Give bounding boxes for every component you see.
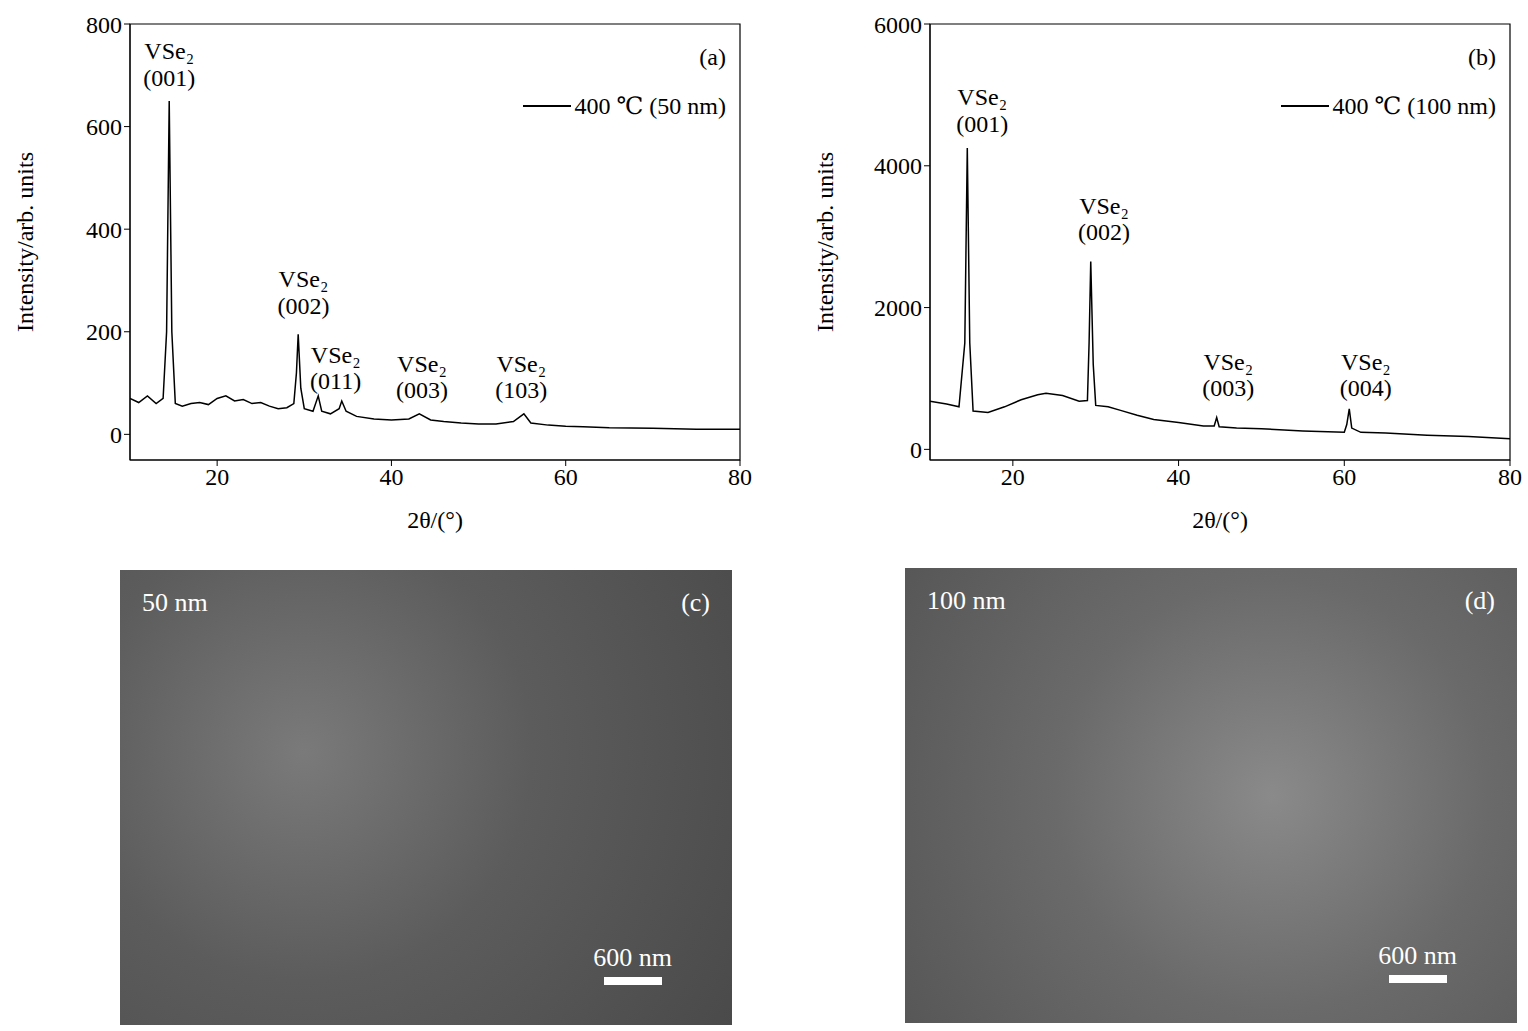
- svg-text:VSe₂(003): VSe₂(003): [1202, 349, 1254, 401]
- svg-text:60: 60: [1332, 464, 1356, 490]
- svg-text:VSe₂(002): VSe₂(002): [1078, 193, 1130, 245]
- html-text:600 nm: 600 nm: [1378, 941, 1457, 970]
- svg-text:VSe₂(003): VSe₂(003): [396, 351, 448, 403]
- svg-text:Intensity/arb. units: Intensity/arb. units: [812, 152, 838, 332]
- svg-text:2000: 2000: [874, 295, 922, 321]
- svg-text:VSe₂(011): VSe₂(011): [310, 342, 361, 394]
- svg-text:40: 40: [379, 464, 403, 490]
- html-text:400 ℃ (100 nm): 400 ℃ (100 nm): [1332, 93, 1496, 119]
- svg-text:60: 60: [554, 464, 578, 490]
- svg-text:4000: 4000: [874, 153, 922, 179]
- svg-text:80: 80: [1498, 464, 1522, 490]
- svg-text:VSe₂(103): VSe₂(103): [495, 351, 547, 403]
- svg-text:VSe₂(002): VSe₂(002): [277, 266, 329, 318]
- svg-text:800: 800: [86, 12, 122, 38]
- svg-text:VSe₂(001): VSe₂(001): [143, 38, 195, 90]
- svg-text:VSe₂(001): VSe₂(001): [956, 84, 1008, 136]
- svg-text:VSe₂(004): VSe₂(004): [1340, 349, 1392, 401]
- svg-text:0: 0: [110, 422, 122, 448]
- html-text:(d): (d): [1464, 586, 1495, 615]
- html-text:600 nm: 600 nm: [593, 943, 672, 972]
- svg-text:20: 20: [1001, 464, 1025, 490]
- svg-text:Intensity/arb. units: Intensity/arb. units: [12, 152, 38, 332]
- html-text:(a): (a): [699, 44, 726, 70]
- html-text:(c): (c): [681, 588, 710, 617]
- svg-text:400: 400: [86, 217, 122, 243]
- svg-text:80: 80: [728, 464, 752, 490]
- svg-text:40: 40: [1167, 464, 1191, 490]
- svg-text:200: 200: [86, 319, 122, 345]
- html-text:100 nm: 100 nm: [927, 586, 1006, 615]
- svg-text:6000: 6000: [874, 12, 922, 38]
- html-text:(b): (b): [1468, 44, 1496, 70]
- svg-text:0: 0: [910, 437, 922, 463]
- svg-text:20: 20: [205, 464, 229, 490]
- svg-text:2θ/(°): 2θ/(°): [1192, 507, 1248, 533]
- html-text:50 nm: 50 nm: [142, 588, 208, 617]
- svg-text:600: 600: [86, 114, 122, 140]
- svg-text:2θ/(°): 2θ/(°): [407, 507, 463, 533]
- html-text:400 ℃ (50 nm): 400 ℃ (50 nm): [574, 93, 726, 119]
